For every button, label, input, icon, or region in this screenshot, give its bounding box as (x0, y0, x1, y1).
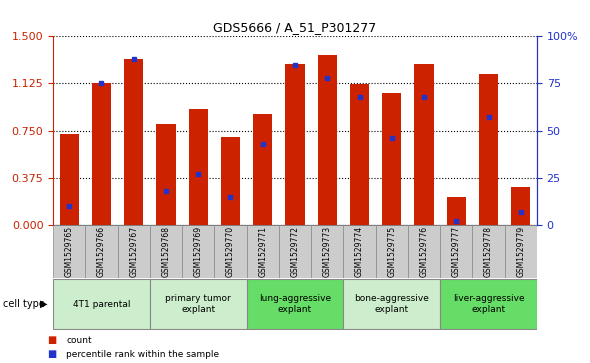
FancyBboxPatch shape (473, 225, 504, 278)
Text: 4T1 parental: 4T1 parental (73, 299, 130, 309)
Text: GSM1529776: GSM1529776 (419, 226, 428, 277)
Text: GSM1529767: GSM1529767 (129, 226, 138, 277)
Bar (156, 125, 176, 225)
Bar (447, 197, 466, 225)
Text: liver-aggressive
explant: liver-aggressive explant (453, 294, 525, 314)
Text: GSM1529775: GSM1529775 (387, 226, 396, 277)
Text: primary tumor
explant: primary tumor explant (165, 294, 231, 314)
FancyBboxPatch shape (117, 225, 150, 278)
FancyBboxPatch shape (247, 225, 279, 278)
Text: count: count (66, 336, 91, 345)
Bar (286, 64, 304, 225)
FancyBboxPatch shape (408, 225, 440, 278)
FancyBboxPatch shape (343, 225, 376, 278)
Text: percentile rank within the sample: percentile rank within the sample (66, 350, 219, 359)
FancyBboxPatch shape (279, 225, 311, 278)
Text: ■: ■ (47, 349, 57, 359)
Bar (124, 59, 143, 225)
Text: GSM1529773: GSM1529773 (323, 226, 332, 277)
FancyBboxPatch shape (53, 225, 86, 278)
Text: GSM1529765: GSM1529765 (65, 226, 74, 277)
Text: ▶: ▶ (40, 299, 48, 309)
FancyBboxPatch shape (86, 225, 117, 278)
FancyBboxPatch shape (53, 279, 150, 329)
FancyBboxPatch shape (214, 225, 247, 278)
Text: GSM1529771: GSM1529771 (258, 226, 267, 277)
Text: GSM1529778: GSM1529778 (484, 226, 493, 277)
Bar (414, 64, 434, 225)
Text: ■: ■ (47, 335, 57, 346)
Bar (189, 109, 208, 225)
Bar (511, 187, 530, 225)
Text: GSM1529769: GSM1529769 (194, 226, 203, 277)
FancyBboxPatch shape (150, 279, 247, 329)
FancyBboxPatch shape (376, 225, 408, 278)
Bar (317, 55, 337, 225)
Bar (92, 83, 111, 225)
Bar (60, 134, 79, 225)
Bar (221, 137, 240, 225)
Text: GSM1529779: GSM1529779 (516, 226, 525, 277)
FancyBboxPatch shape (440, 225, 473, 278)
Bar (382, 93, 401, 225)
Text: lung-aggressive
explant: lung-aggressive explant (259, 294, 331, 314)
Text: cell type: cell type (3, 299, 45, 309)
Bar (479, 74, 498, 225)
Text: GSM1529770: GSM1529770 (226, 226, 235, 277)
FancyBboxPatch shape (311, 225, 343, 278)
FancyBboxPatch shape (247, 279, 343, 329)
FancyBboxPatch shape (182, 225, 214, 278)
Text: GSM1529777: GSM1529777 (452, 226, 461, 277)
FancyBboxPatch shape (343, 279, 440, 329)
Bar (350, 84, 369, 225)
Title: GDS5666 / A_51_P301277: GDS5666 / A_51_P301277 (214, 21, 376, 34)
Text: GSM1529772: GSM1529772 (290, 226, 300, 277)
Text: GSM1529766: GSM1529766 (97, 226, 106, 277)
Bar (253, 114, 273, 225)
FancyBboxPatch shape (150, 225, 182, 278)
FancyBboxPatch shape (504, 225, 537, 278)
Text: bone-aggressive
explant: bone-aggressive explant (355, 294, 429, 314)
Text: GSM1529774: GSM1529774 (355, 226, 364, 277)
FancyBboxPatch shape (440, 279, 537, 329)
Text: GSM1529768: GSM1529768 (162, 226, 171, 277)
